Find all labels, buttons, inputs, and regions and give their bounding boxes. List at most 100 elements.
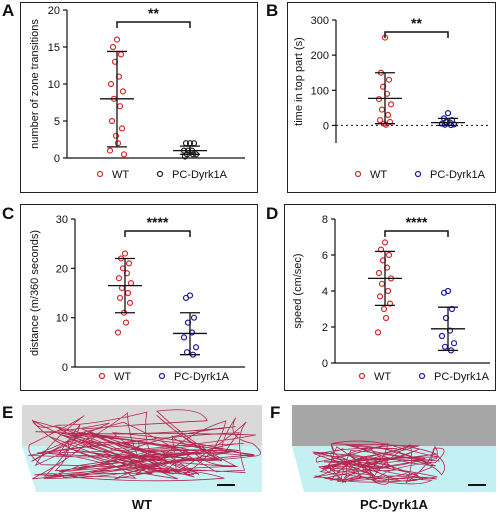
- legend-label: PC-Dyrk1A: [174, 371, 230, 383]
- y-tick-label: 5: [54, 116, 60, 128]
- data-point: [126, 299, 134, 306]
- data-point: [106, 147, 114, 154]
- data-point: [116, 294, 124, 302]
- data-point: [448, 305, 456, 313]
- data-point: [122, 319, 130, 326]
- data-point: [382, 121, 390, 128]
- y-axis-label: time in top part (s): [293, 37, 305, 126]
- y-tick-label: 30: [56, 214, 68, 226]
- data-point: [107, 80, 115, 88]
- data-point: [376, 117, 384, 124]
- caption-dyrk: PC-Dyrk1A: [360, 497, 428, 512]
- data-point: [112, 132, 120, 139]
- y-tick-label: 0: [323, 120, 329, 132]
- legend-marker: [418, 372, 426, 380]
- panel-letter-f: F: [270, 403, 281, 422]
- legend-label: WT: [374, 371, 391, 383]
- panel-a-frame: [20, 2, 258, 193]
- legend-label: WT: [114, 371, 131, 383]
- data-point: [109, 43, 117, 51]
- data-point: [119, 88, 127, 95]
- legend-marker: [354, 170, 362, 178]
- legend-marker: [98, 372, 106, 380]
- swim-path: [28, 409, 261, 482]
- data-point: [450, 340, 458, 347]
- track-image-dyrk: [292, 405, 496, 492]
- data-point: [182, 294, 190, 302]
- data-point: [378, 280, 386, 287]
- legend-marker: [156, 170, 164, 178]
- significance-label: **: [411, 15, 422, 31]
- y-tick-label: 2: [322, 322, 328, 334]
- data-point: [121, 250, 129, 257]
- swim-track-wt: [28, 409, 261, 482]
- y-axis-label: number of zone transitions: [29, 19, 41, 149]
- legend-marker: [96, 170, 104, 178]
- y-tick-label: 300: [311, 15, 329, 27]
- data-point: [114, 329, 122, 336]
- caption-wt: WT: [131, 497, 153, 512]
- data-point: [386, 300, 394, 307]
- data-point: [444, 110, 452, 117]
- data-point: [377, 246, 385, 253]
- data-point: [190, 314, 198, 321]
- panel-letter-b: B: [266, 1, 279, 20]
- significance-bracket: [116, 21, 191, 28]
- y-tick-label: 20: [56, 263, 68, 275]
- legend-label: PC-Dyrk1A: [430, 169, 486, 181]
- data-point: [381, 239, 389, 246]
- arena-top-region: [292, 405, 496, 446]
- significance-label: ****: [147, 214, 169, 230]
- swim-path: [312, 440, 445, 485]
- panel-letter-a: A: [2, 1, 15, 20]
- data-point: [387, 101, 395, 108]
- panel-letter-d: D: [266, 204, 279, 223]
- data-point: [374, 329, 382, 336]
- scale-bar: [468, 484, 486, 486]
- legend-label: WT: [370, 169, 387, 181]
- y-tick-label: 20: [48, 5, 60, 17]
- legend-label: PC-Dyrk1A: [172, 169, 228, 181]
- data-point: [375, 269, 383, 277]
- data-point: [438, 332, 446, 340]
- data-point: [386, 118, 394, 126]
- data-point: [384, 287, 392, 295]
- y-tick-label: 10: [48, 79, 60, 91]
- swim-track-dyrk: [312, 440, 445, 485]
- y-tick-label: 100: [311, 85, 329, 97]
- legend-label: WT: [112, 169, 129, 181]
- data-point: [108, 117, 116, 125]
- significance-bracket: [124, 230, 191, 237]
- data-point: [375, 95, 383, 103]
- y-tick-label: 10: [56, 313, 68, 325]
- y-tick-label: 15: [48, 42, 60, 54]
- panel-b-frame: [287, 2, 496, 193]
- panel-letter-c: C: [2, 204, 15, 223]
- legend-marker: [414, 170, 422, 178]
- significance-label: **: [148, 5, 159, 21]
- data-point: [118, 125, 126, 132]
- significance-bracket: [384, 31, 449, 38]
- y-tick-label: 8: [322, 214, 328, 226]
- data-point: [180, 334, 188, 341]
- y-axis-label: speed (cm/sec): [292, 253, 304, 328]
- y-tick-label: 0: [322, 358, 328, 370]
- data-point: [114, 140, 122, 147]
- y-tick-label: 4: [322, 286, 328, 298]
- data-point: [440, 289, 448, 296]
- scale-bar: [217, 484, 235, 486]
- significance-bracket: [384, 230, 449, 237]
- legend-label: PC-Dyrk1A: [434, 371, 490, 383]
- y-axis-label: distance (m/360 seconds): [29, 230, 41, 356]
- panel-c-frame: [20, 204, 258, 391]
- data-point: [376, 293, 384, 300]
- data-point: [385, 251, 393, 259]
- data-point: [441, 343, 449, 350]
- legend-marker: [158, 372, 166, 380]
- panel-d-frame: [284, 204, 496, 391]
- data-point: [380, 305, 388, 313]
